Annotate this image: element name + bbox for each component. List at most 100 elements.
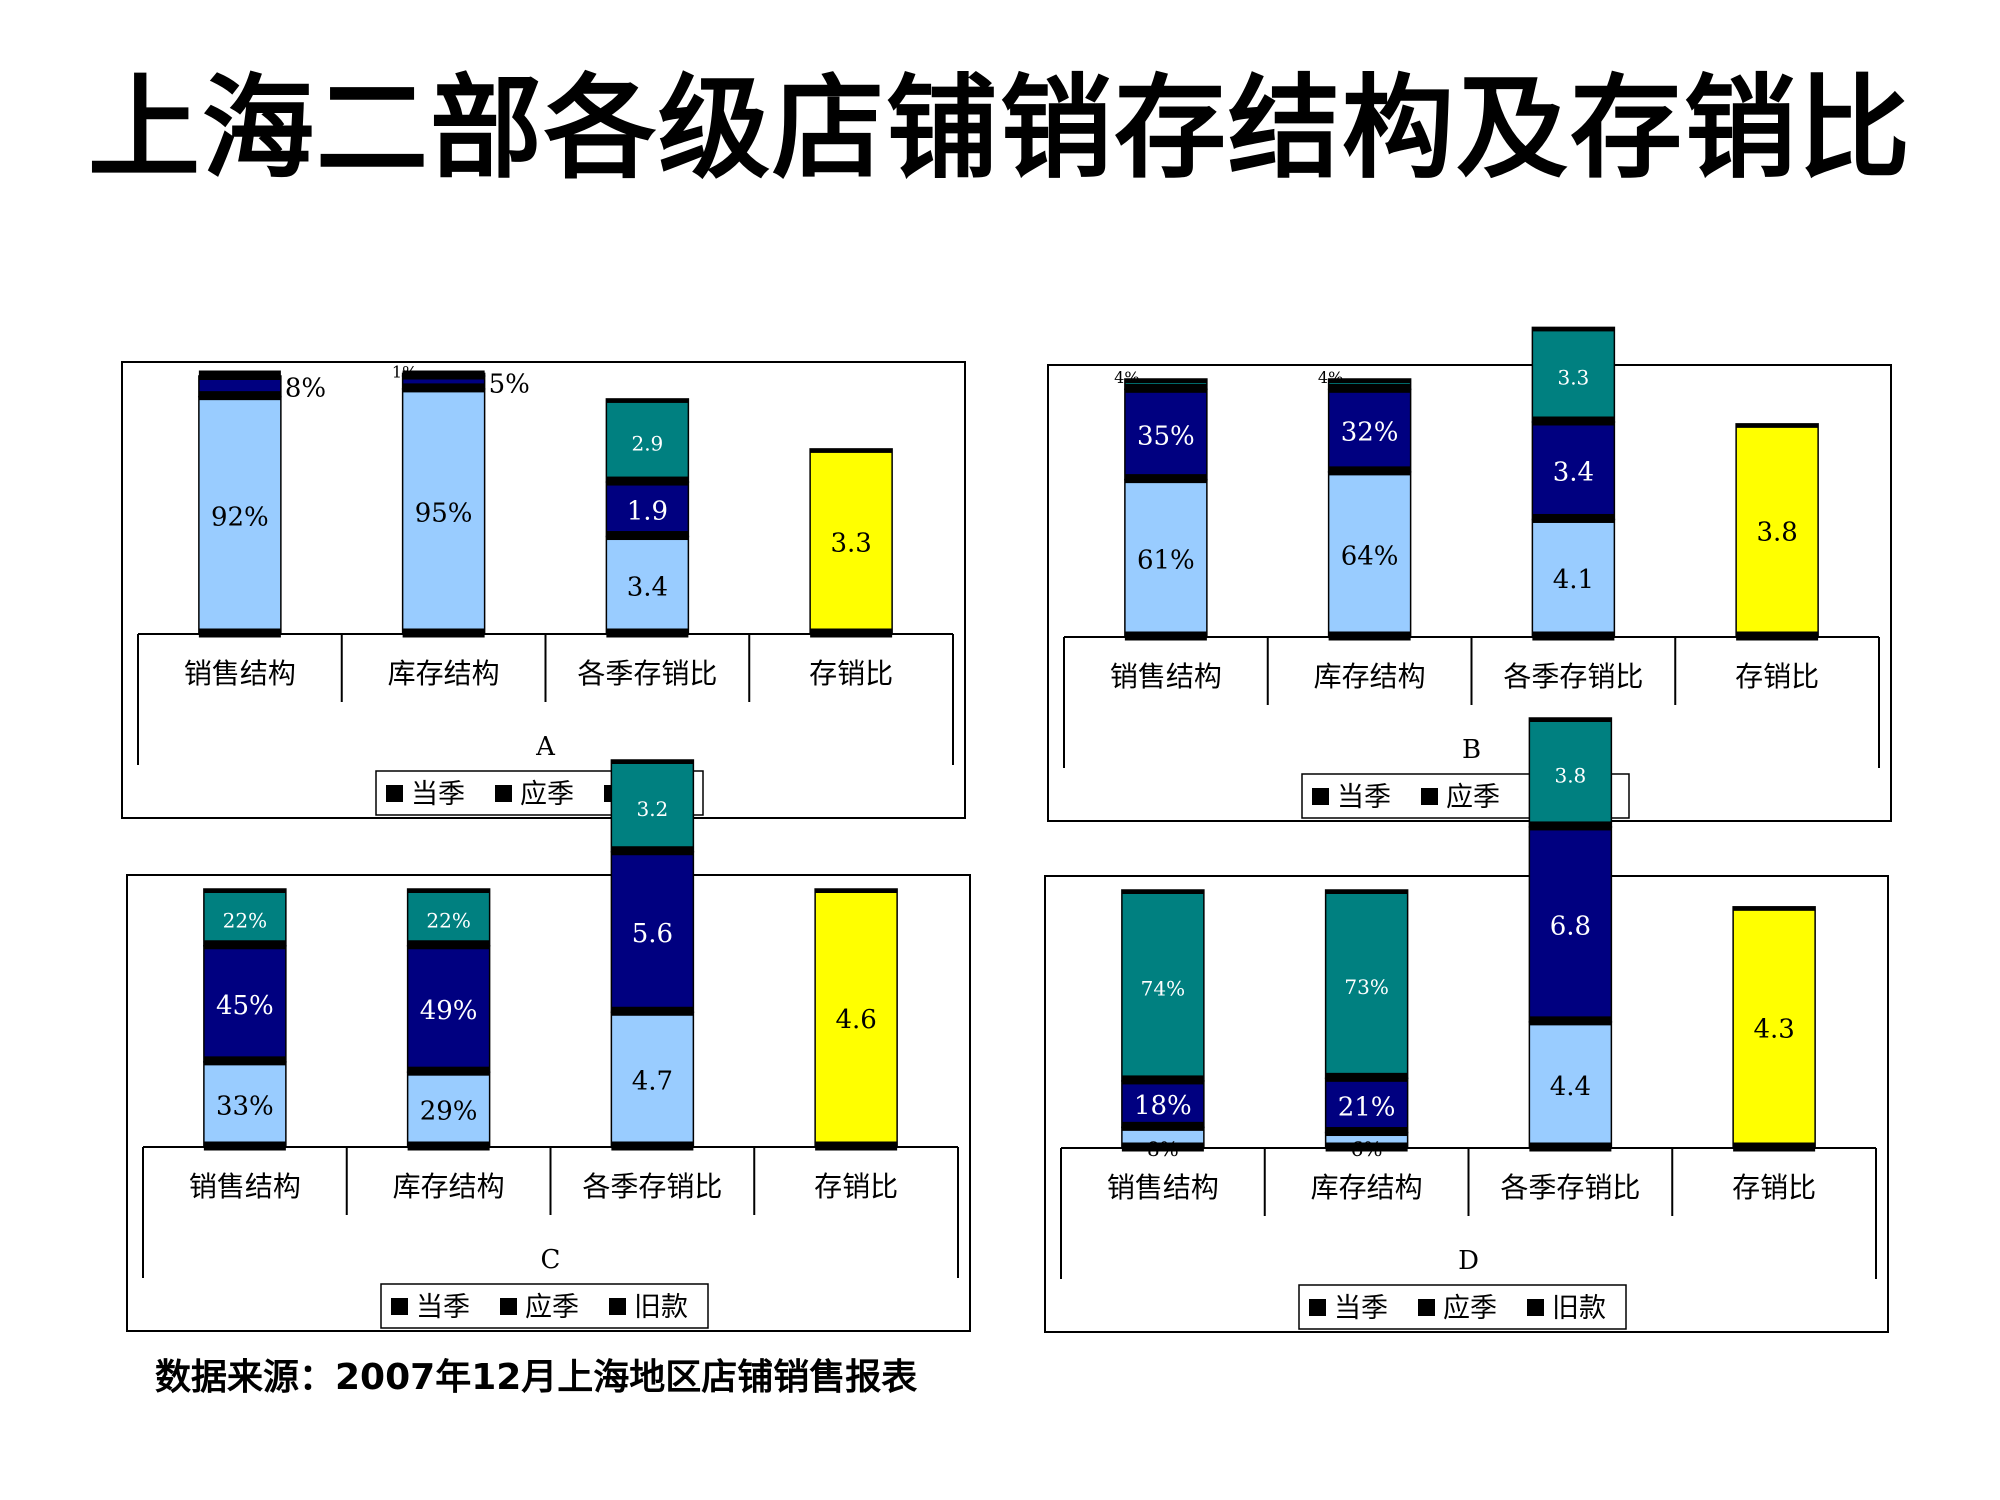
bar-separator xyxy=(1736,631,1819,641)
bar-separator xyxy=(1529,821,1612,831)
data-label: 5.6 xyxy=(632,919,673,949)
legend-label-0: 当季 xyxy=(416,1292,470,1323)
bar-separator xyxy=(1124,474,1207,484)
data-label: 35% xyxy=(1137,421,1195,451)
bar-top-cap xyxy=(1325,890,1408,894)
chart-panel-d: 8% 18% 74% 销售结构 6% 21% 73% 库存结构 4.4 6.8 3.8 各季存销比 4.… xyxy=(1044,717,1889,1333)
bar-separator xyxy=(1121,1075,1204,1085)
bar-separator xyxy=(203,940,286,950)
category-label-a-2: 各季存销比 xyxy=(577,657,717,690)
bar-top-cap xyxy=(1736,423,1819,428)
legend-label-1: 应季 xyxy=(1443,1293,1497,1324)
bar-segment-c-3-0 xyxy=(814,888,898,1148)
chart-b-svg: 61% 35% 4% 销售结构 64% 32% 4% 库存结构 4.1 3.4 3.3 各季存销比 3.… xyxy=(1063,326,1880,819)
bar-separator xyxy=(1733,1142,1816,1152)
bar-top-cap xyxy=(1121,890,1204,894)
category-label-d-0: 销售结构 xyxy=(1107,1171,1219,1204)
bar-segment-a-2-2 xyxy=(605,398,690,483)
data-label: 3.4 xyxy=(627,572,668,602)
data-label: 92% xyxy=(211,502,269,532)
bar-segment-c-0-2 xyxy=(203,888,287,947)
bar-separator xyxy=(198,391,281,401)
data-label: 6.8 xyxy=(1550,911,1591,941)
bar-top-cap xyxy=(402,373,485,378)
bar-segment-b-0-0 xyxy=(1124,478,1208,638)
legend-swatch-1 xyxy=(500,1298,517,1315)
bar-separator xyxy=(1532,513,1615,523)
bar-separator xyxy=(1328,466,1411,476)
legend-swatch-0 xyxy=(1309,1299,1326,1316)
category-label-c-2: 各季存销比 xyxy=(582,1170,722,1203)
bar-segment-a-3-0 xyxy=(809,448,893,635)
bar-segment-d-0-1 xyxy=(1121,1080,1205,1129)
bar-separator xyxy=(1325,1142,1408,1152)
bar-top-cap xyxy=(1529,718,1612,722)
data-label: 73% xyxy=(1344,975,1388,999)
data-label: 8% xyxy=(1147,1137,1179,1161)
data-label: 22% xyxy=(223,908,267,932)
bar-top-cap xyxy=(606,398,689,403)
data-label: 4% xyxy=(1114,368,1139,387)
bar-separator xyxy=(611,846,694,856)
data-label: 5% xyxy=(489,369,530,399)
legend-swatch-0 xyxy=(1312,788,1329,805)
bar-separator xyxy=(606,628,689,638)
legend-swatch-0 xyxy=(391,1298,408,1315)
bar-separator xyxy=(1325,1127,1408,1137)
legend-label-2: 旧款 xyxy=(634,1292,688,1323)
category-label-d-2: 各季存销比 xyxy=(1500,1171,1640,1204)
bar-segment-c-1-2 xyxy=(406,888,491,947)
bar-top-cap xyxy=(1733,906,1816,911)
data-label: 3.3 xyxy=(1557,366,1589,390)
bar-separator xyxy=(611,1141,694,1151)
bar-segment-d-3-0 xyxy=(1732,906,1816,1149)
source-note: 数据来源：2007年12月上海地区店铺销售报表 xyxy=(155,1357,918,1398)
chart-panel-c: 33% 45% 22% 销售结构 29% 49% 22% 库存结构 4.7 5.6 3.2 各季存销比… xyxy=(126,759,971,1332)
bar-segment-a-2-1 xyxy=(605,481,690,538)
data-label: 4.6 xyxy=(835,1005,876,1035)
data-label: 22% xyxy=(426,908,470,932)
data-label: 1% xyxy=(392,362,417,381)
category-label-a-1: 库存结构 xyxy=(388,657,500,690)
bar-separator xyxy=(198,370,281,380)
data-label: 95% xyxy=(415,498,473,528)
bar-separator xyxy=(611,1006,694,1016)
bar-segment-c-0-1 xyxy=(203,945,287,1063)
category-label-c-3: 存销比 xyxy=(814,1170,898,1203)
legend-label-0: 当季 xyxy=(1337,782,1391,813)
chart-d-svg: 8% 18% 74% 销售结构 6% 21% 73% 库存结构 4.4 6.8 3.8 各季存销比 4.… xyxy=(1060,717,1877,1330)
legend-label-0: 当季 xyxy=(411,779,465,810)
legend-swatch-2 xyxy=(609,1298,626,1315)
bar-separator xyxy=(203,1056,286,1066)
chart-subtitle-c: C xyxy=(541,1245,561,1275)
legend-swatch-1 xyxy=(495,785,512,802)
bar-separator xyxy=(407,940,490,950)
legend-swatch-1 xyxy=(1418,1299,1435,1316)
bar-separator xyxy=(1124,383,1207,393)
chart-subtitle-b: B xyxy=(1462,735,1481,765)
data-label: 3.2 xyxy=(636,797,668,821)
legend-box xyxy=(1298,1284,1627,1330)
bar-top-cap xyxy=(1328,379,1411,383)
category-label-b-0: 销售结构 xyxy=(1110,660,1222,693)
category-label-c-0: 销售结构 xyxy=(189,1170,301,1203)
bar-separator xyxy=(606,476,689,486)
bar-segment-b-2-1 xyxy=(1531,421,1616,521)
bar-separator xyxy=(407,1066,490,1076)
bar-separator xyxy=(198,628,281,638)
chart-subtitle-a: A xyxy=(535,732,556,762)
bar-segment-c-0-0 xyxy=(203,1061,287,1148)
data-label: 18% xyxy=(1134,1091,1192,1121)
bar-separator xyxy=(1121,1121,1204,1131)
data-label: 32% xyxy=(1341,418,1399,448)
bar-separator xyxy=(407,1141,490,1151)
category-label-b-3: 存销比 xyxy=(1735,660,1819,693)
bar-top-cap xyxy=(1532,327,1615,332)
legend-swatch-0 xyxy=(386,785,403,802)
data-label: 3.8 xyxy=(1756,517,1797,547)
bar-top-cap xyxy=(611,760,694,764)
data-label: 4.7 xyxy=(632,1067,673,1097)
data-label: 4.3 xyxy=(1753,1014,1794,1044)
bar-top-cap xyxy=(198,376,281,380)
data-label: 4.4 xyxy=(1550,1072,1591,1102)
